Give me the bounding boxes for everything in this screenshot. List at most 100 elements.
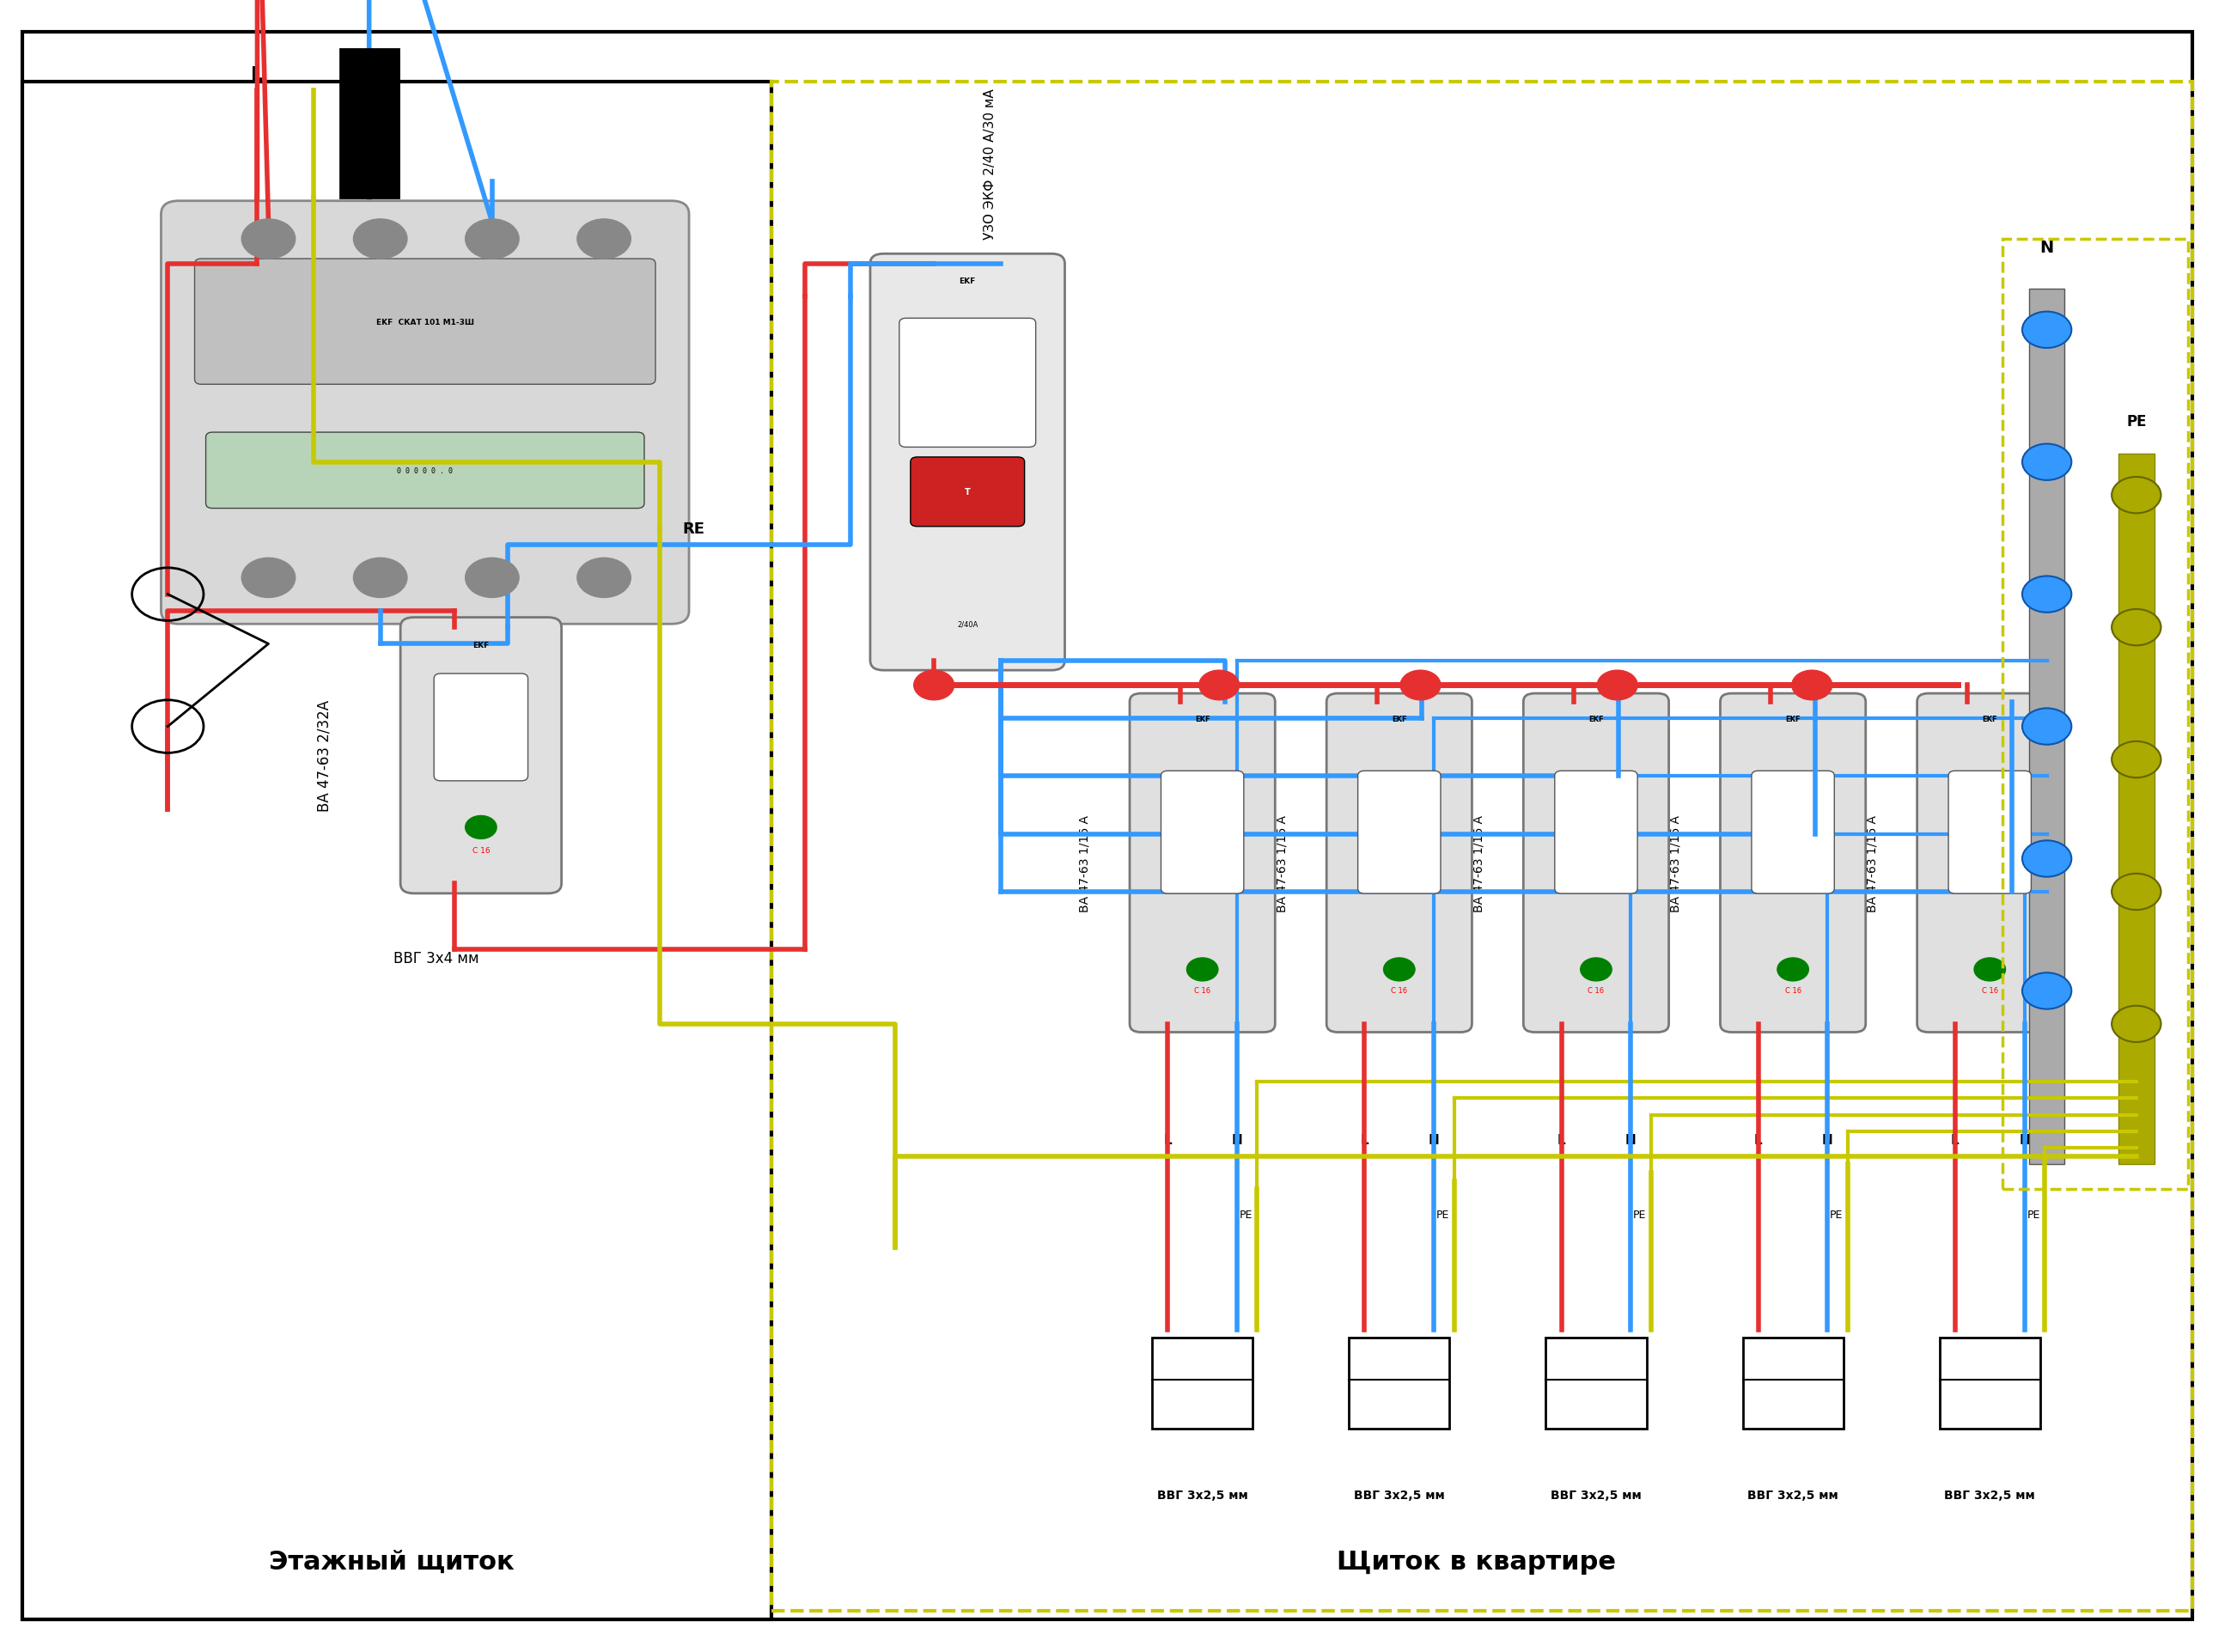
Text: C 16: C 16	[1391, 986, 1407, 995]
Text: EKF: EKF	[1588, 715, 1604, 724]
FancyBboxPatch shape	[434, 674, 528, 781]
Text: ВА 47-63 1/16 А: ВА 47-63 1/16 А	[1866, 814, 1879, 912]
FancyBboxPatch shape	[1917, 694, 2063, 1032]
Text: ВА 47-63 1/16 А: ВА 47-63 1/16 А	[1078, 814, 1092, 912]
FancyBboxPatch shape	[1327, 694, 1472, 1032]
Text: L: L	[251, 66, 264, 83]
Text: L: L	[1163, 1133, 1172, 1146]
Circle shape	[1973, 958, 2004, 981]
Text: ВВГ 3х2,5 мм: ВВГ 3х2,5 мм	[1944, 1488, 2036, 1502]
Text: EKF  СКАТ 101 М1-3Ш: EKF СКАТ 101 М1-3Ш	[376, 319, 474, 325]
Circle shape	[465, 220, 519, 259]
Circle shape	[2022, 973, 2071, 1009]
Circle shape	[1597, 671, 1637, 700]
FancyBboxPatch shape	[1358, 771, 1441, 894]
Text: EKF: EKF	[472, 641, 490, 649]
Text: N: N	[1429, 1133, 1438, 1146]
FancyBboxPatch shape	[899, 319, 1036, 448]
Text: L: L	[1951, 1133, 1960, 1146]
Text: 0 0 0 0 0 . 0: 0 0 0 0 0 . 0	[398, 468, 452, 474]
FancyBboxPatch shape	[1152, 1338, 1253, 1429]
Circle shape	[1199, 671, 1239, 700]
FancyBboxPatch shape	[1523, 694, 1669, 1032]
Text: Щиток в квартире: Щиток в квартире	[1338, 1548, 1615, 1574]
Circle shape	[1186, 958, 1217, 981]
Circle shape	[2022, 709, 2071, 745]
Text: ВА 47-63 1/16 А: ВА 47-63 1/16 А	[1472, 814, 1485, 912]
Text: T: T	[964, 487, 971, 497]
Text: ВВГ 3х4 мм: ВВГ 3х4 мм	[394, 950, 479, 966]
FancyBboxPatch shape	[1752, 771, 1834, 894]
Circle shape	[1579, 958, 1611, 981]
FancyBboxPatch shape	[1130, 694, 1275, 1032]
Text: PE: PE	[1436, 1209, 1450, 1219]
Text: ВА 47-63 1/16 А: ВА 47-63 1/16 А	[1669, 814, 1682, 912]
Circle shape	[2112, 1006, 2161, 1042]
Circle shape	[242, 558, 295, 598]
FancyBboxPatch shape	[1161, 771, 1244, 894]
Circle shape	[1792, 671, 1832, 700]
FancyBboxPatch shape	[1349, 1338, 1450, 1429]
Bar	[2118, 454, 2154, 1165]
Text: N: N	[2040, 240, 2054, 256]
Text: ВВГ 3х2,5 мм: ВВГ 3х2,5 мм	[1747, 1488, 1839, 1502]
Text: PE: PE	[1239, 1209, 1253, 1219]
Circle shape	[1776, 958, 1807, 981]
FancyBboxPatch shape	[206, 433, 644, 509]
Text: УЗО ЭКФ 2/40 А/30 мА: УЗО ЭКФ 2/40 А/30 мА	[984, 89, 995, 240]
Circle shape	[2022, 312, 2071, 349]
FancyBboxPatch shape	[1939, 1338, 2040, 1429]
Text: C 16: C 16	[472, 846, 490, 854]
FancyBboxPatch shape	[195, 259, 655, 385]
FancyBboxPatch shape	[22, 33, 2192, 1619]
Text: C 16: C 16	[1588, 986, 1604, 995]
Text: L: L	[1360, 1133, 1369, 1146]
Circle shape	[2022, 841, 2071, 877]
Text: N: N	[1823, 1133, 1832, 1146]
FancyBboxPatch shape	[1948, 771, 2031, 894]
FancyBboxPatch shape	[870, 254, 1065, 671]
Bar	[2029, 289, 2065, 1165]
Circle shape	[353, 220, 407, 259]
FancyBboxPatch shape	[1555, 771, 1637, 894]
Text: ВВГ 3х2,5 мм: ВВГ 3х2,5 мм	[1157, 1488, 1248, 1502]
Text: PE: PE	[1633, 1209, 1646, 1219]
Text: EKF: EKF	[1982, 715, 1998, 724]
Text: Этажный щиток: Этажный щиток	[268, 1548, 515, 1574]
Text: N: N	[1626, 1133, 1635, 1146]
Circle shape	[353, 558, 407, 598]
FancyBboxPatch shape	[340, 50, 398, 198]
Circle shape	[1400, 671, 1441, 700]
Text: L: L	[1754, 1133, 1763, 1146]
Text: ВВГ 3х2,5 мм: ВВГ 3х2,5 мм	[1353, 1488, 1445, 1502]
Text: C 16: C 16	[1195, 986, 1210, 995]
Text: 2/40A: 2/40A	[957, 620, 978, 628]
Circle shape	[2112, 610, 2161, 646]
Text: L: L	[1557, 1133, 1566, 1146]
Text: N: N	[360, 66, 378, 83]
Circle shape	[2112, 742, 2161, 778]
Circle shape	[465, 816, 497, 839]
FancyBboxPatch shape	[1546, 1338, 1646, 1429]
Circle shape	[1382, 958, 1414, 981]
Text: N: N	[1233, 1133, 1242, 1146]
FancyBboxPatch shape	[910, 458, 1025, 527]
Text: EKF: EKF	[1391, 715, 1407, 724]
Circle shape	[2022, 444, 2071, 481]
Text: PE: PE	[2125, 415, 2148, 430]
Circle shape	[577, 558, 631, 598]
Text: PE: PE	[1830, 1209, 1843, 1219]
FancyBboxPatch shape	[161, 202, 689, 624]
Text: PE: PE	[2027, 1209, 2040, 1219]
Text: RE: RE	[682, 520, 705, 537]
FancyBboxPatch shape	[22, 83, 772, 1619]
Circle shape	[242, 220, 295, 259]
Text: EKF: EKF	[1195, 715, 1210, 724]
Text: EKF: EKF	[1785, 715, 1801, 724]
Text: ВВГ 3х2,5 мм: ВВГ 3х2,5 мм	[1550, 1488, 1642, 1502]
Circle shape	[2112, 477, 2161, 514]
Text: EKF: EKF	[960, 278, 975, 286]
FancyBboxPatch shape	[1720, 694, 1866, 1032]
Circle shape	[465, 558, 519, 598]
Text: C 16: C 16	[1785, 986, 1801, 995]
